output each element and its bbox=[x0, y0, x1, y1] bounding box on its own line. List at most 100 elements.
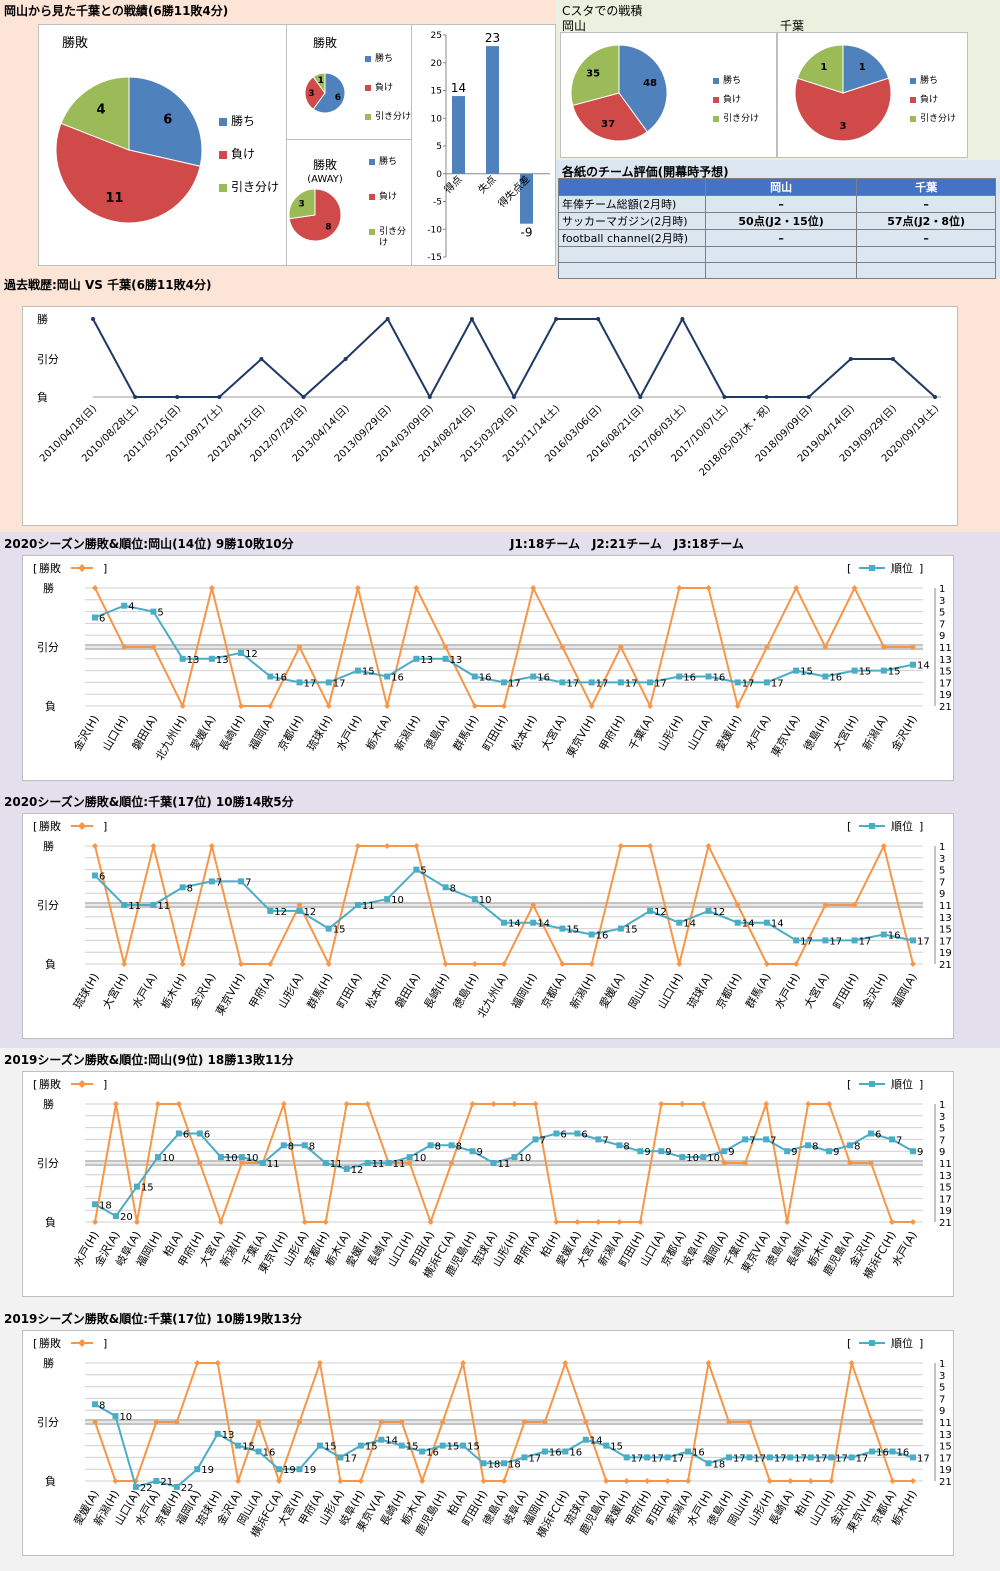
rank-point bbox=[132, 1483, 139, 1490]
result-point bbox=[910, 1478, 916, 1484]
rank-point bbox=[793, 667, 800, 674]
pie-slice-win bbox=[618, 44, 668, 133]
history-point bbox=[722, 395, 727, 399]
rank-point bbox=[848, 1454, 855, 1461]
result-point bbox=[471, 961, 478, 967]
rank-value-label: 17 bbox=[625, 678, 638, 689]
rank-value-label: 17 bbox=[733, 1453, 746, 1464]
result-point bbox=[153, 1419, 160, 1425]
chiba2020-title: 2020シーズン勝敗&順位:千葉(17位) 10勝14敗5分 bbox=[4, 795, 294, 809]
rank-value-label: 12 bbox=[654, 907, 667, 918]
legend-swatch-loss bbox=[713, 97, 719, 103]
legend-swatch-draw bbox=[369, 229, 375, 235]
rank-point bbox=[766, 1454, 773, 1461]
rank-point bbox=[398, 1442, 405, 1449]
leagues-note: J1:18チーム J2:21チーム J3:18チーム bbox=[510, 537, 744, 551]
result-point bbox=[685, 1478, 692, 1484]
rank-value-label: 16 bbox=[537, 673, 550, 684]
result-point bbox=[828, 1478, 835, 1484]
pie-slice-loss bbox=[304, 76, 326, 110]
result-point bbox=[574, 1219, 581, 1225]
rank-point bbox=[763, 919, 770, 926]
rank-tick-label: 21 bbox=[939, 960, 952, 971]
rank-point bbox=[530, 919, 537, 926]
pie-title: 勝敗 bbox=[313, 157, 337, 172]
result-point bbox=[530, 585, 537, 591]
result-axis-label: 負 bbox=[45, 700, 56, 713]
rank-point bbox=[175, 1130, 182, 1137]
result-point bbox=[439, 1419, 446, 1425]
x-tick-label: 大宮(A) bbox=[801, 971, 832, 1011]
result-axis-label: 負 bbox=[45, 1475, 56, 1488]
rank-point bbox=[112, 1413, 119, 1420]
result-point bbox=[868, 1160, 875, 1166]
rank-value-label: 15 bbox=[333, 925, 346, 936]
rank-value-label: 13 bbox=[187, 655, 200, 666]
result-point bbox=[588, 961, 595, 967]
eval-cell: – bbox=[856, 195, 996, 213]
rank-value-label: 17 bbox=[654, 678, 667, 689]
pie-value-label: 35 bbox=[586, 68, 600, 79]
history-point bbox=[764, 395, 769, 399]
rank-value-label: 10 bbox=[479, 895, 492, 906]
rank-tick-label: 15 bbox=[939, 667, 952, 678]
bar-value-label: 14 bbox=[451, 81, 466, 95]
x-tick-label: 福岡(A) bbox=[888, 971, 919, 1011]
rank-point bbox=[337, 1454, 344, 1461]
rank-value-label: 12 bbox=[713, 907, 726, 918]
x-tick-label: 金沢(A) bbox=[187, 971, 218, 1011]
rank-point bbox=[880, 667, 887, 674]
rank-point bbox=[822, 673, 829, 680]
y-tick-label: -5 bbox=[433, 198, 442, 208]
result-axis-label: 負 bbox=[45, 958, 56, 971]
legend-rank-marker bbox=[869, 1081, 875, 1087]
history-point bbox=[806, 395, 811, 399]
result-point bbox=[325, 961, 332, 967]
rank-point bbox=[705, 907, 712, 914]
result-point bbox=[582, 1419, 589, 1425]
x-tick-label: 新潟(H) bbox=[391, 713, 423, 754]
rank-value-label: 8 bbox=[812, 1141, 818, 1152]
history-point bbox=[133, 395, 138, 399]
pie-slice-loss bbox=[794, 77, 892, 142]
legend-result-bracket: [ bbox=[33, 1337, 37, 1350]
result-point bbox=[267, 961, 274, 967]
rank-value-label: 14 bbox=[508, 919, 521, 930]
legend-result-label: 勝敗 bbox=[39, 1077, 61, 1091]
result-point bbox=[384, 703, 391, 709]
x-tick-label: 水戸(H) bbox=[334, 713, 365, 753]
rank-point bbox=[725, 1454, 732, 1461]
rank-point bbox=[194, 1466, 201, 1473]
rank-point bbox=[442, 884, 449, 891]
rank-value-label: 17 bbox=[856, 1453, 869, 1464]
y-tick-label: -10 bbox=[427, 225, 442, 235]
rank-point bbox=[763, 679, 770, 686]
rank-point bbox=[480, 1460, 487, 1467]
legend-swatch-loss bbox=[910, 97, 916, 103]
pie-value-label: 1 bbox=[820, 62, 827, 73]
result-point bbox=[822, 644, 829, 650]
eval-cell bbox=[856, 246, 996, 263]
rank-tick-label: 1 bbox=[939, 842, 945, 853]
history-point bbox=[427, 395, 432, 399]
rank-tick-label: 3 bbox=[939, 854, 945, 865]
legend-label: け bbox=[379, 237, 388, 248]
rank-point bbox=[413, 655, 420, 662]
legend-rank-bracket: [ bbox=[847, 562, 851, 575]
result-axis-label: 引分 bbox=[37, 640, 59, 654]
result-point bbox=[869, 1419, 876, 1425]
result-point bbox=[413, 843, 420, 849]
rank-point bbox=[322, 1160, 329, 1166]
y-tick-label: -15 bbox=[427, 253, 442, 263]
legend-swatch-loss bbox=[369, 194, 375, 200]
rank-tick-label: 19 bbox=[939, 948, 952, 959]
rank-tick-label: 3 bbox=[939, 1371, 945, 1382]
rank-point bbox=[880, 931, 887, 938]
legend-label: 引き分け bbox=[920, 113, 956, 124]
rank-point bbox=[325, 925, 332, 932]
rank-value-label: 21 bbox=[160, 1477, 173, 1488]
y-tick-label: 10 bbox=[431, 114, 443, 124]
rank-point bbox=[501, 919, 507, 926]
rank-value-label: 5 bbox=[420, 866, 426, 877]
rank-point bbox=[173, 1483, 180, 1490]
